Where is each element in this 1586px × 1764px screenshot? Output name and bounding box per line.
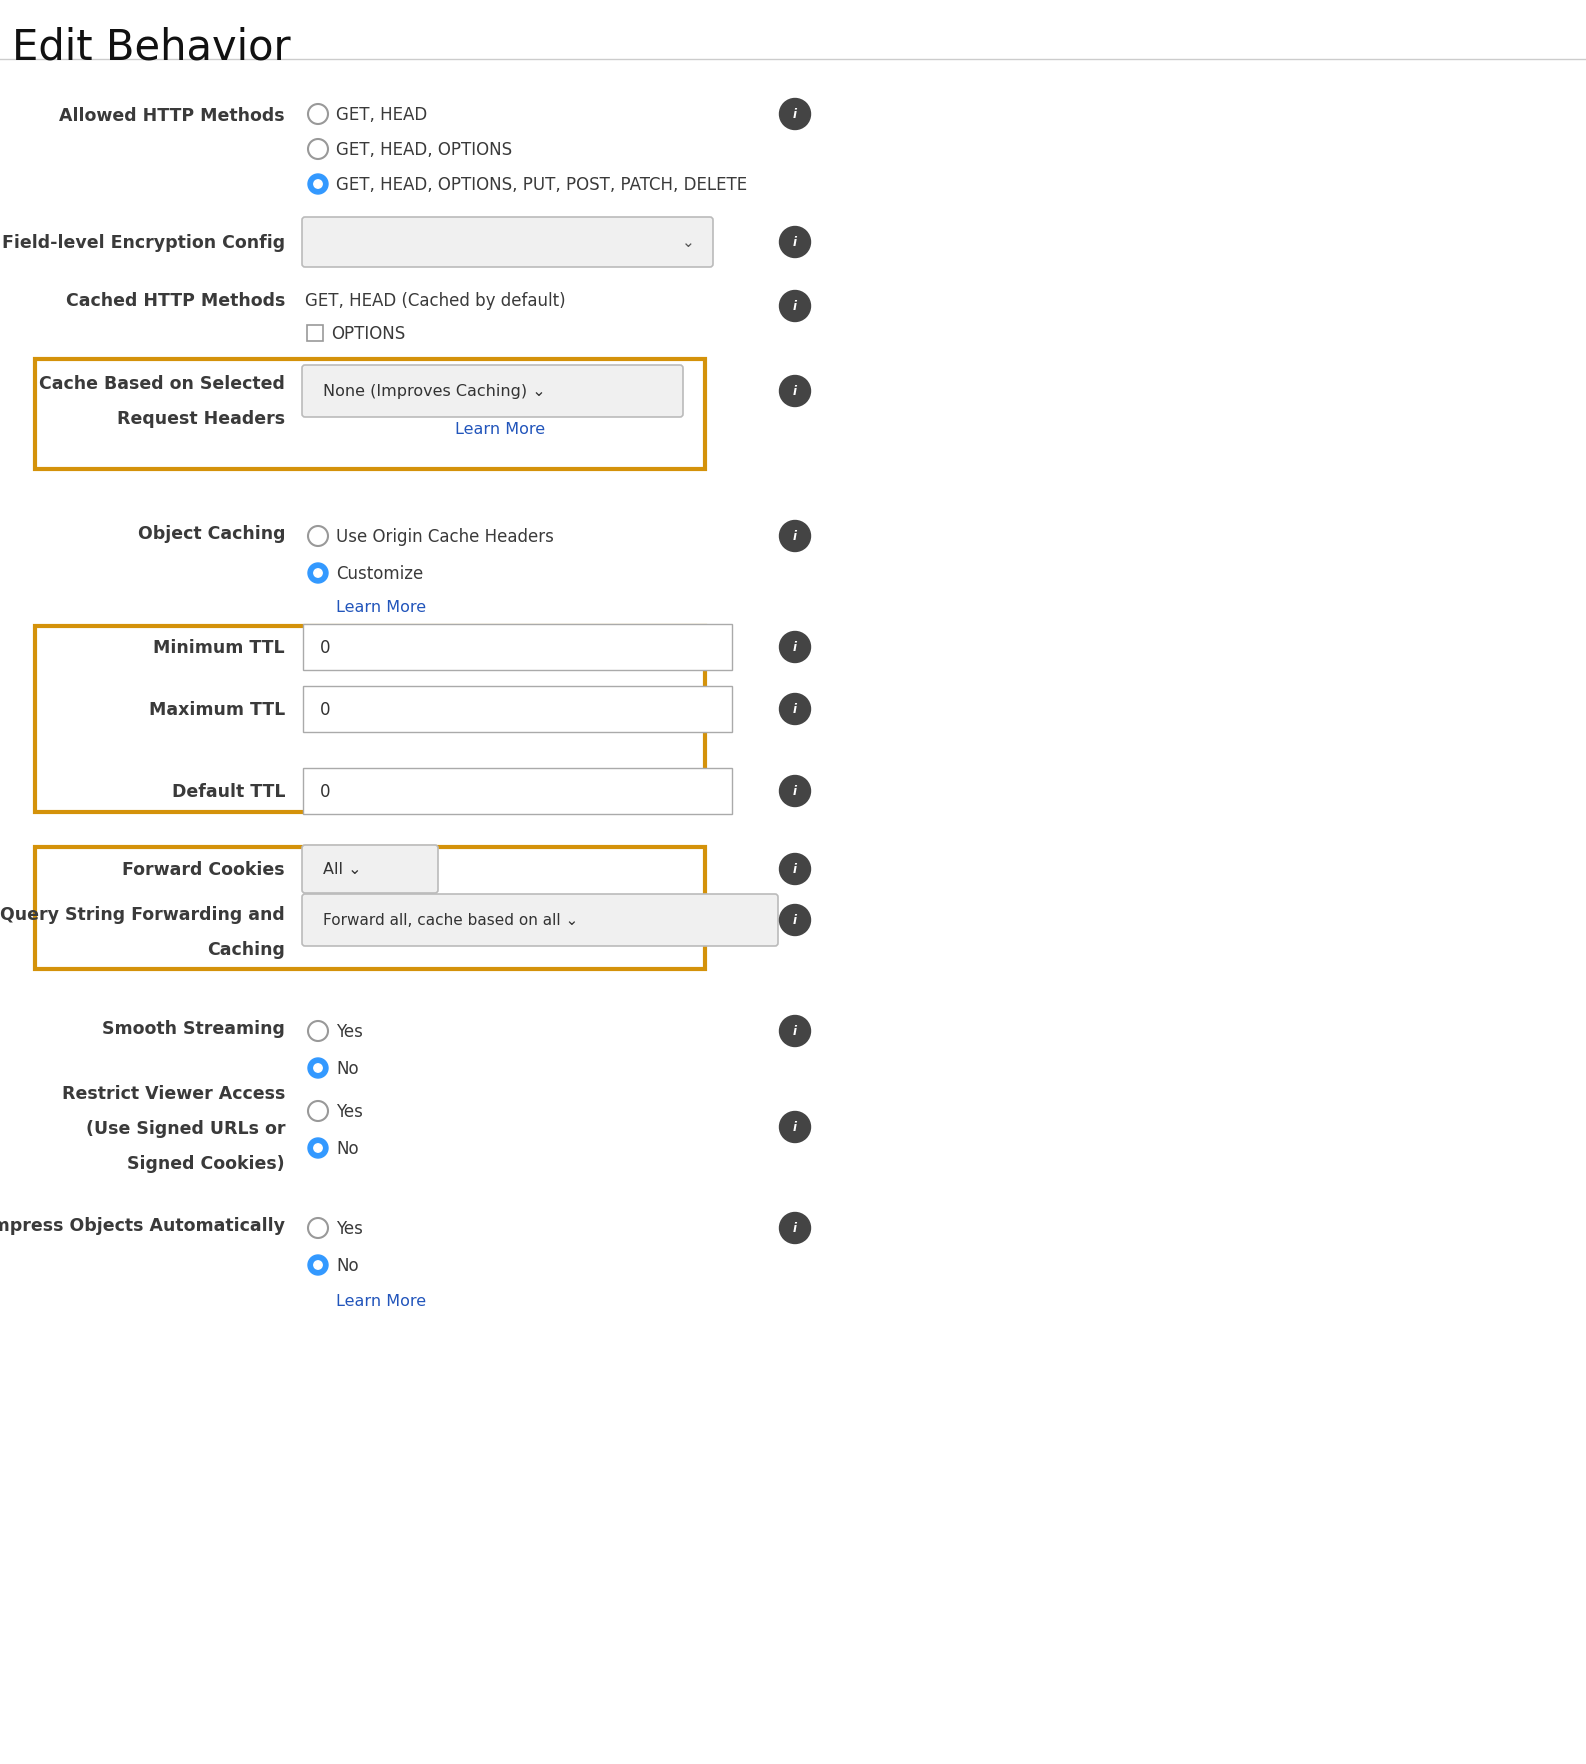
Circle shape <box>779 99 810 131</box>
Circle shape <box>779 905 810 937</box>
FancyBboxPatch shape <box>308 326 324 342</box>
Text: i: i <box>793 914 798 926</box>
Circle shape <box>314 1261 322 1270</box>
Text: Cache Based on Selected: Cache Based on Selected <box>40 374 285 393</box>
Text: No: No <box>336 1140 358 1157</box>
Text: Compress Objects Automatically: Compress Objects Automatically <box>0 1217 285 1235</box>
Circle shape <box>779 291 810 323</box>
Text: All ⌄: All ⌄ <box>324 863 362 877</box>
Text: None (Improves Caching) ⌄: None (Improves Caching) ⌄ <box>324 385 546 399</box>
Text: Forward all, cache based on all ⌄: Forward all, cache based on all ⌄ <box>324 914 579 928</box>
Text: GET, HEAD, OPTIONS, PUT, POST, PATCH, DELETE: GET, HEAD, OPTIONS, PUT, POST, PATCH, DE… <box>336 176 747 194</box>
Text: Signed Cookies): Signed Cookies) <box>127 1154 285 1173</box>
Text: No: No <box>336 1256 358 1274</box>
Circle shape <box>779 376 810 407</box>
Text: Yes: Yes <box>336 1102 363 1120</box>
Circle shape <box>779 632 810 663</box>
Text: Cached HTTP Methods: Cached HTTP Methods <box>65 291 285 310</box>
Text: Restrict Viewer Access: Restrict Viewer Access <box>62 1085 285 1102</box>
Text: OPTIONS: OPTIONS <box>331 325 406 342</box>
Text: Use Origin Cache Headers: Use Origin Cache Headers <box>336 527 554 545</box>
Text: No: No <box>336 1060 358 1078</box>
Text: Caching: Caching <box>208 940 285 958</box>
Text: GET, HEAD, OPTIONS: GET, HEAD, OPTIONS <box>336 141 512 159</box>
Text: ⌄: ⌄ <box>682 235 695 250</box>
Text: i: i <box>793 236 798 249</box>
Text: i: i <box>793 1025 798 1037</box>
Circle shape <box>779 520 810 552</box>
Text: i: i <box>793 300 798 314</box>
Circle shape <box>308 1138 328 1159</box>
Text: i: i <box>793 704 798 716</box>
Text: i: i <box>793 785 798 797</box>
Text: Allowed HTTP Methods: Allowed HTTP Methods <box>59 108 285 125</box>
Text: (Use Signed URLs or: (Use Signed URLs or <box>86 1120 285 1138</box>
Text: i: i <box>793 640 798 654</box>
FancyBboxPatch shape <box>303 769 733 815</box>
FancyBboxPatch shape <box>301 845 438 894</box>
Circle shape <box>779 1214 810 1244</box>
Circle shape <box>779 1016 810 1046</box>
Circle shape <box>308 1058 328 1078</box>
Text: Query String Forwarding and: Query String Forwarding and <box>0 905 285 924</box>
FancyBboxPatch shape <box>301 219 714 268</box>
FancyBboxPatch shape <box>301 894 779 947</box>
Circle shape <box>314 570 322 579</box>
FancyBboxPatch shape <box>35 847 706 970</box>
Text: i: i <box>793 1120 798 1134</box>
Text: Learn More: Learn More <box>455 422 546 437</box>
Circle shape <box>779 776 810 808</box>
Text: Field-level Encryption Config: Field-level Encryption Config <box>2 235 285 252</box>
Text: Maximum TTL: Maximum TTL <box>149 700 285 718</box>
Text: GET, HEAD: GET, HEAD <box>336 106 427 123</box>
Text: Edit Behavior: Edit Behavior <box>13 26 290 69</box>
Text: Request Headers: Request Headers <box>117 409 285 427</box>
Circle shape <box>779 854 810 886</box>
Circle shape <box>314 1145 322 1152</box>
FancyBboxPatch shape <box>35 626 706 813</box>
Text: Customize: Customize <box>336 564 423 582</box>
Text: i: i <box>793 108 798 122</box>
Text: 0: 0 <box>320 783 330 801</box>
Circle shape <box>779 228 810 258</box>
Circle shape <box>779 693 810 725</box>
Text: 0: 0 <box>320 639 330 656</box>
Circle shape <box>314 1064 322 1073</box>
Text: Minimum TTL: Minimum TTL <box>154 639 285 656</box>
Text: Yes: Yes <box>336 1219 363 1237</box>
FancyBboxPatch shape <box>35 360 706 469</box>
Text: Forward Cookies: Forward Cookies <box>122 861 285 878</box>
Text: i: i <box>793 1222 798 1235</box>
FancyBboxPatch shape <box>303 624 733 670</box>
Text: Yes: Yes <box>336 1023 363 1041</box>
Text: i: i <box>793 385 798 399</box>
Text: Object Caching: Object Caching <box>138 524 285 543</box>
Circle shape <box>308 1256 328 1275</box>
Text: Learn More: Learn More <box>336 1293 427 1309</box>
Text: i: i <box>793 863 798 877</box>
Circle shape <box>779 1111 810 1143</box>
Text: GET, HEAD (Cached by default): GET, HEAD (Cached by default) <box>305 291 566 310</box>
Circle shape <box>308 564 328 584</box>
Circle shape <box>314 180 322 189</box>
Circle shape <box>308 175 328 194</box>
Text: Smooth Streaming: Smooth Streaming <box>102 1020 285 1037</box>
Text: i: i <box>793 531 798 543</box>
Text: 0: 0 <box>320 700 330 718</box>
Text: Learn More: Learn More <box>336 600 427 616</box>
FancyBboxPatch shape <box>303 686 733 732</box>
Text: Default TTL: Default TTL <box>171 783 285 801</box>
FancyBboxPatch shape <box>301 365 684 418</box>
